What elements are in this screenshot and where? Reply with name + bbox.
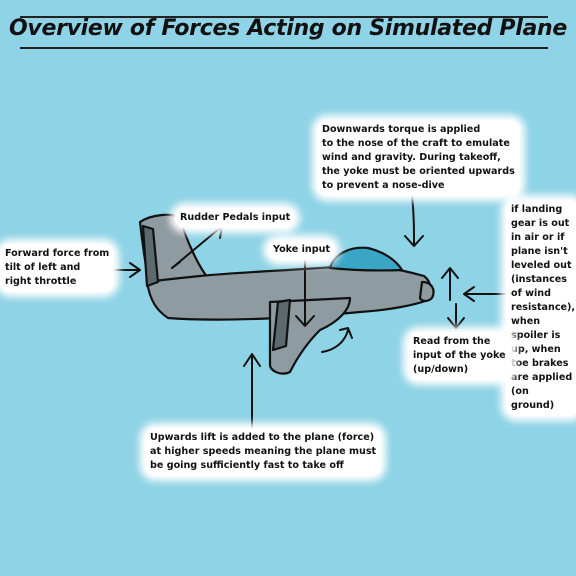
downwards-torque-label: Downwards torque is applied to the nose … (317, 120, 520, 196)
diagram-title: Overview of Forces Acting on Simulated P… (9, 16, 567, 41)
wing-curve-arrow (321, 327, 353, 353)
rudder-hook (171, 261, 181, 269)
tail-stabilizer (141, 224, 160, 288)
yoke-input-label: Yoke input (268, 240, 336, 260)
rudder-pedals-label: Rudder Pedals input (175, 208, 296, 228)
pitch-down-arrow (447, 303, 465, 329)
upwards-lift-label: Upwards lift is added to the plane (forc… (145, 428, 382, 476)
read-yoke-label: Read from the input of the yoke (up/down… (408, 332, 511, 380)
pitch-up-arrow (441, 267, 459, 301)
title-rule-bottom (20, 47, 548, 49)
forward-force-label: Forward force from tilt of left and righ… (0, 244, 115, 292)
nose-cone (418, 280, 435, 303)
plane (138, 213, 435, 375)
torque-arrow (404, 194, 424, 247)
title-rule-top (20, 16, 548, 18)
wing (268, 296, 352, 375)
cockpit-canopy (328, 246, 404, 272)
lift-arrow (243, 353, 261, 431)
wing-stripe (271, 298, 292, 352)
wind-resistance-arrow (463, 286, 509, 302)
wind-resistance-label: if landing gear is out in air or if plan… (506, 200, 576, 416)
yoke-arrow (295, 255, 315, 327)
